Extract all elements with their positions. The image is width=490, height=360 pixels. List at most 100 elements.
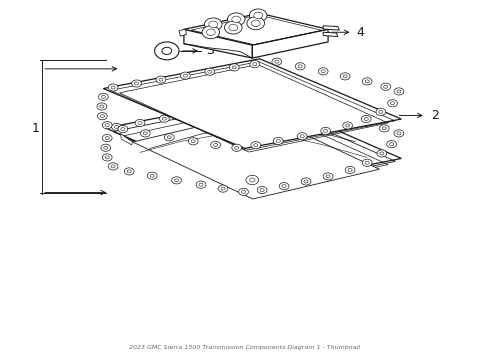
Polygon shape — [184, 30, 252, 58]
Circle shape — [102, 154, 112, 161]
Circle shape — [345, 124, 350, 127]
Circle shape — [111, 165, 115, 168]
Circle shape — [232, 144, 242, 151]
Circle shape — [124, 168, 134, 175]
Circle shape — [100, 105, 104, 108]
Text: 3: 3 — [206, 44, 214, 57]
Polygon shape — [106, 98, 401, 189]
Circle shape — [321, 109, 325, 112]
Circle shape — [211, 109, 215, 112]
Circle shape — [183, 74, 188, 77]
Circle shape — [134, 82, 139, 85]
Circle shape — [184, 112, 194, 119]
Circle shape — [162, 47, 172, 54]
Text: 1: 1 — [32, 122, 40, 135]
Circle shape — [247, 17, 265, 30]
Circle shape — [377, 150, 387, 157]
Circle shape — [156, 76, 166, 83]
Circle shape — [391, 102, 394, 105]
Circle shape — [211, 141, 220, 148]
Polygon shape — [103, 59, 401, 148]
Circle shape — [233, 103, 243, 110]
Circle shape — [343, 75, 347, 78]
Circle shape — [101, 95, 105, 98]
Circle shape — [101, 144, 111, 151]
Circle shape — [108, 163, 118, 170]
Circle shape — [191, 140, 195, 143]
Circle shape — [254, 144, 258, 147]
Text: 4: 4 — [356, 26, 364, 39]
Circle shape — [159, 115, 169, 122]
Circle shape — [297, 104, 302, 107]
Circle shape — [224, 21, 242, 34]
Circle shape — [221, 187, 225, 190]
Circle shape — [348, 168, 352, 171]
Text: 2023 GMC Sierra 1500 Transmission Components Diagram 1 - Thumbnail: 2023 GMC Sierra 1500 Transmission Compon… — [129, 345, 361, 350]
Circle shape — [172, 177, 181, 184]
Circle shape — [202, 26, 220, 39]
Circle shape — [251, 141, 261, 149]
Circle shape — [115, 125, 119, 129]
Circle shape — [381, 83, 391, 90]
Circle shape — [102, 122, 112, 129]
Circle shape — [162, 117, 167, 120]
Circle shape — [362, 78, 372, 85]
Circle shape — [104, 146, 108, 149]
Circle shape — [209, 21, 218, 28]
Circle shape — [249, 9, 267, 22]
Circle shape — [340, 113, 350, 120]
Circle shape — [205, 68, 215, 75]
Circle shape — [379, 125, 389, 132]
Circle shape — [105, 136, 109, 140]
Circle shape — [272, 58, 282, 65]
Circle shape — [301, 178, 311, 185]
Circle shape — [112, 123, 122, 131]
Circle shape — [365, 80, 369, 83]
Polygon shape — [252, 30, 328, 58]
Circle shape — [318, 107, 328, 114]
Circle shape — [218, 185, 228, 192]
Circle shape — [132, 80, 142, 87]
Circle shape — [387, 140, 396, 148]
Circle shape — [167, 136, 171, 139]
Circle shape — [180, 72, 190, 79]
Circle shape — [323, 129, 328, 132]
Circle shape — [155, 42, 179, 60]
Circle shape — [204, 18, 222, 31]
Circle shape — [275, 100, 279, 103]
Circle shape — [365, 161, 369, 164]
Circle shape — [364, 117, 368, 121]
Circle shape — [362, 159, 372, 166]
Circle shape — [254, 12, 263, 19]
Circle shape — [390, 143, 393, 146]
Circle shape — [150, 174, 154, 177]
Circle shape — [100, 115, 104, 118]
Circle shape — [147, 172, 157, 179]
Circle shape — [340, 73, 350, 80]
Circle shape — [279, 183, 289, 190]
Circle shape — [394, 88, 404, 95]
Circle shape — [118, 126, 128, 133]
Circle shape — [321, 70, 325, 73]
Circle shape — [208, 70, 212, 73]
Circle shape — [295, 63, 305, 70]
Circle shape — [343, 122, 352, 129]
Circle shape — [250, 100, 260, 107]
Circle shape — [214, 143, 218, 147]
Circle shape — [187, 114, 191, 117]
Circle shape — [388, 100, 397, 107]
Circle shape — [105, 123, 109, 127]
Circle shape — [397, 90, 401, 93]
Circle shape — [206, 29, 215, 36]
Circle shape — [232, 66, 236, 69]
Circle shape — [98, 93, 108, 100]
Circle shape — [382, 127, 386, 130]
Circle shape — [196, 181, 206, 188]
Circle shape — [282, 185, 286, 188]
Circle shape — [188, 138, 198, 145]
Circle shape — [380, 152, 384, 155]
Circle shape — [343, 115, 347, 118]
Circle shape — [273, 137, 283, 144]
Circle shape — [102, 134, 112, 141]
Circle shape — [300, 135, 304, 138]
